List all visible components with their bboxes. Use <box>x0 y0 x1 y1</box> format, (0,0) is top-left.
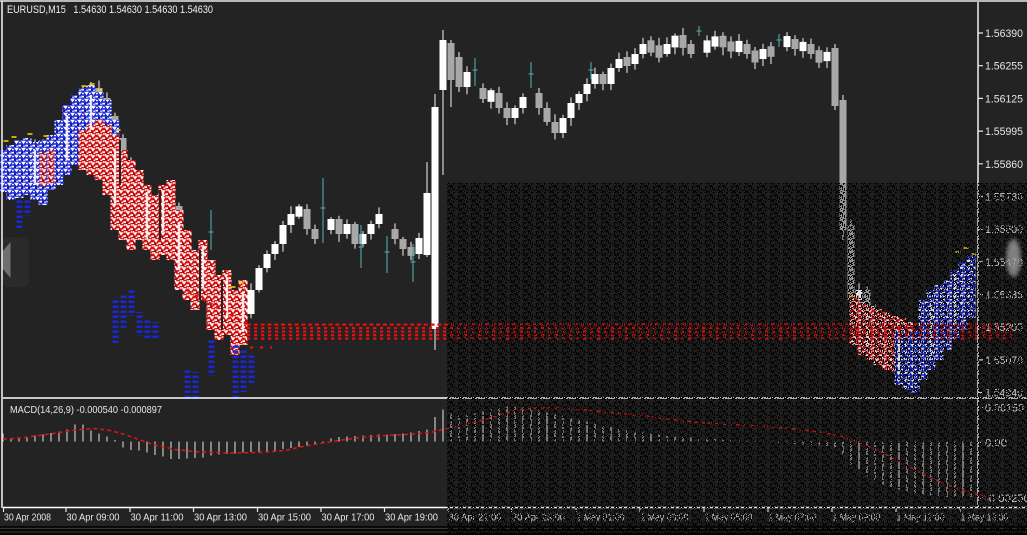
svg-text:1.55995: 1.55995 <box>985 126 1023 138</box>
svg-text:30 Apr 15:00: 30 Apr 15:00 <box>258 513 311 524</box>
svg-text:30 Apr 17:00: 30 Apr 17:00 <box>322 513 375 524</box>
svg-text:EURUSD,M15 1.54630 1.54630 1: EURUSD,M15 1.54630 1.54630 1.54630 1.546… <box>7 4 213 16</box>
svg-text:1.55860: 1.55860 <box>985 159 1023 171</box>
svg-text:MACD(14,26,9) -0.000540 -0.000: MACD(14,26,9) -0.000540 -0.000897 <box>10 405 162 416</box>
svg-text:30 Apr 13:00: 30 Apr 13:00 <box>194 513 247 524</box>
svg-text:30 Apr 19:00: 30 Apr 19:00 <box>385 513 438 524</box>
svg-text:30 Apr 2008: 30 Apr 2008 <box>4 513 51 524</box>
svg-text:30 Apr 11:00: 30 Apr 11:00 <box>131 513 184 524</box>
svg-text:1.56390: 1.56390 <box>985 28 1023 40</box>
svg-text:1.56255: 1.56255 <box>985 61 1023 73</box>
svg-text:1.56125: 1.56125 <box>985 93 1023 105</box>
svg-text:30 Apr 09:00: 30 Apr 09:00 <box>67 513 120 524</box>
